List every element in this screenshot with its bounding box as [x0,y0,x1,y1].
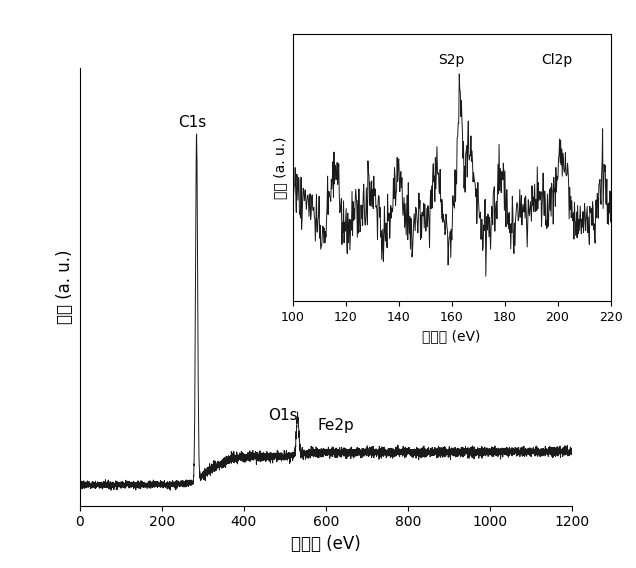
Text: S2p: S2p [438,53,465,67]
Y-axis label: 强度 (a. u.): 强度 (a. u.) [273,136,287,199]
X-axis label: 结合能 (eV): 结合能 (eV) [422,329,481,343]
X-axis label: 结合能 (eV): 结合能 (eV) [291,535,361,553]
Text: Fe2p: Fe2p [318,418,354,433]
Text: O1s: O1s [268,408,298,423]
Text: Cl2p: Cl2p [542,53,573,67]
Y-axis label: 强度 (a. u.): 强度 (a. u.) [56,249,74,324]
Text: C1s: C1s [178,115,206,130]
